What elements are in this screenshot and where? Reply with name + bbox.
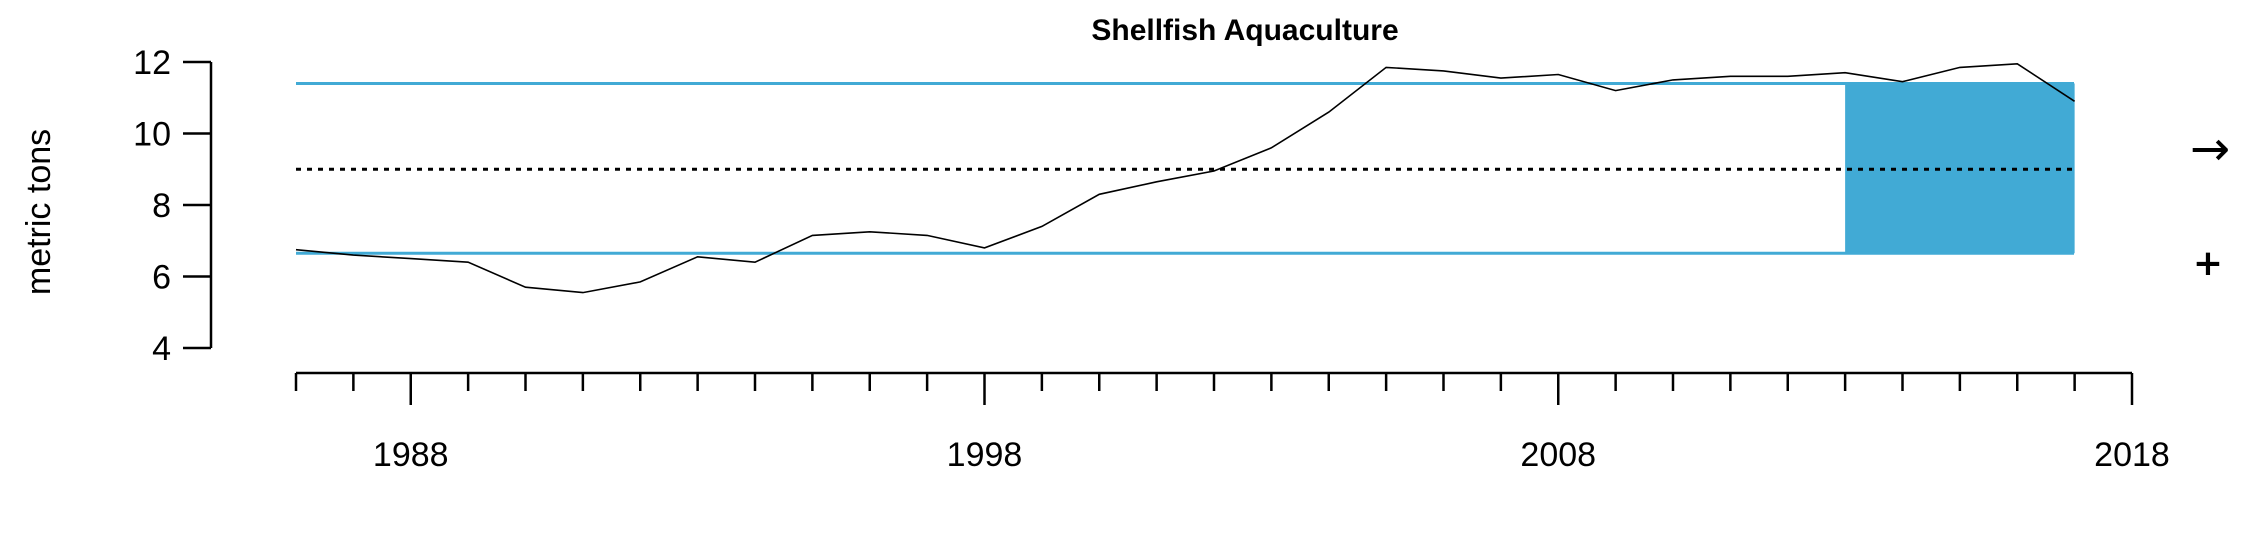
x-tick-label-2008: 2008	[1520, 436, 1596, 474]
plot-area: 4 6 8 10 12 1988 1998 2008 2018	[133, 44, 2170, 474]
x-tick-label-1998: 1998	[947, 436, 1023, 474]
y-tick-label-12: 12	[133, 44, 171, 82]
y-tick-label-8: 8	[152, 187, 171, 225]
right-arrow-icon: →	[2190, 121, 2230, 177]
series-line	[295, 62, 2076, 294]
x-tick-label-1988: 1988	[373, 436, 449, 474]
y-tick-label-10: 10	[133, 116, 171, 154]
y-tick-label-6: 6	[152, 259, 171, 297]
y-axis-label: metric tons	[20, 129, 58, 295]
x-tick-label-2018: 2018	[2094, 436, 2170, 474]
y-tick-label-4: 4	[152, 330, 171, 368]
chart-title: Shellfish Aquaculture	[1091, 14, 1398, 47]
plus-icon: +	[2193, 243, 2223, 284]
